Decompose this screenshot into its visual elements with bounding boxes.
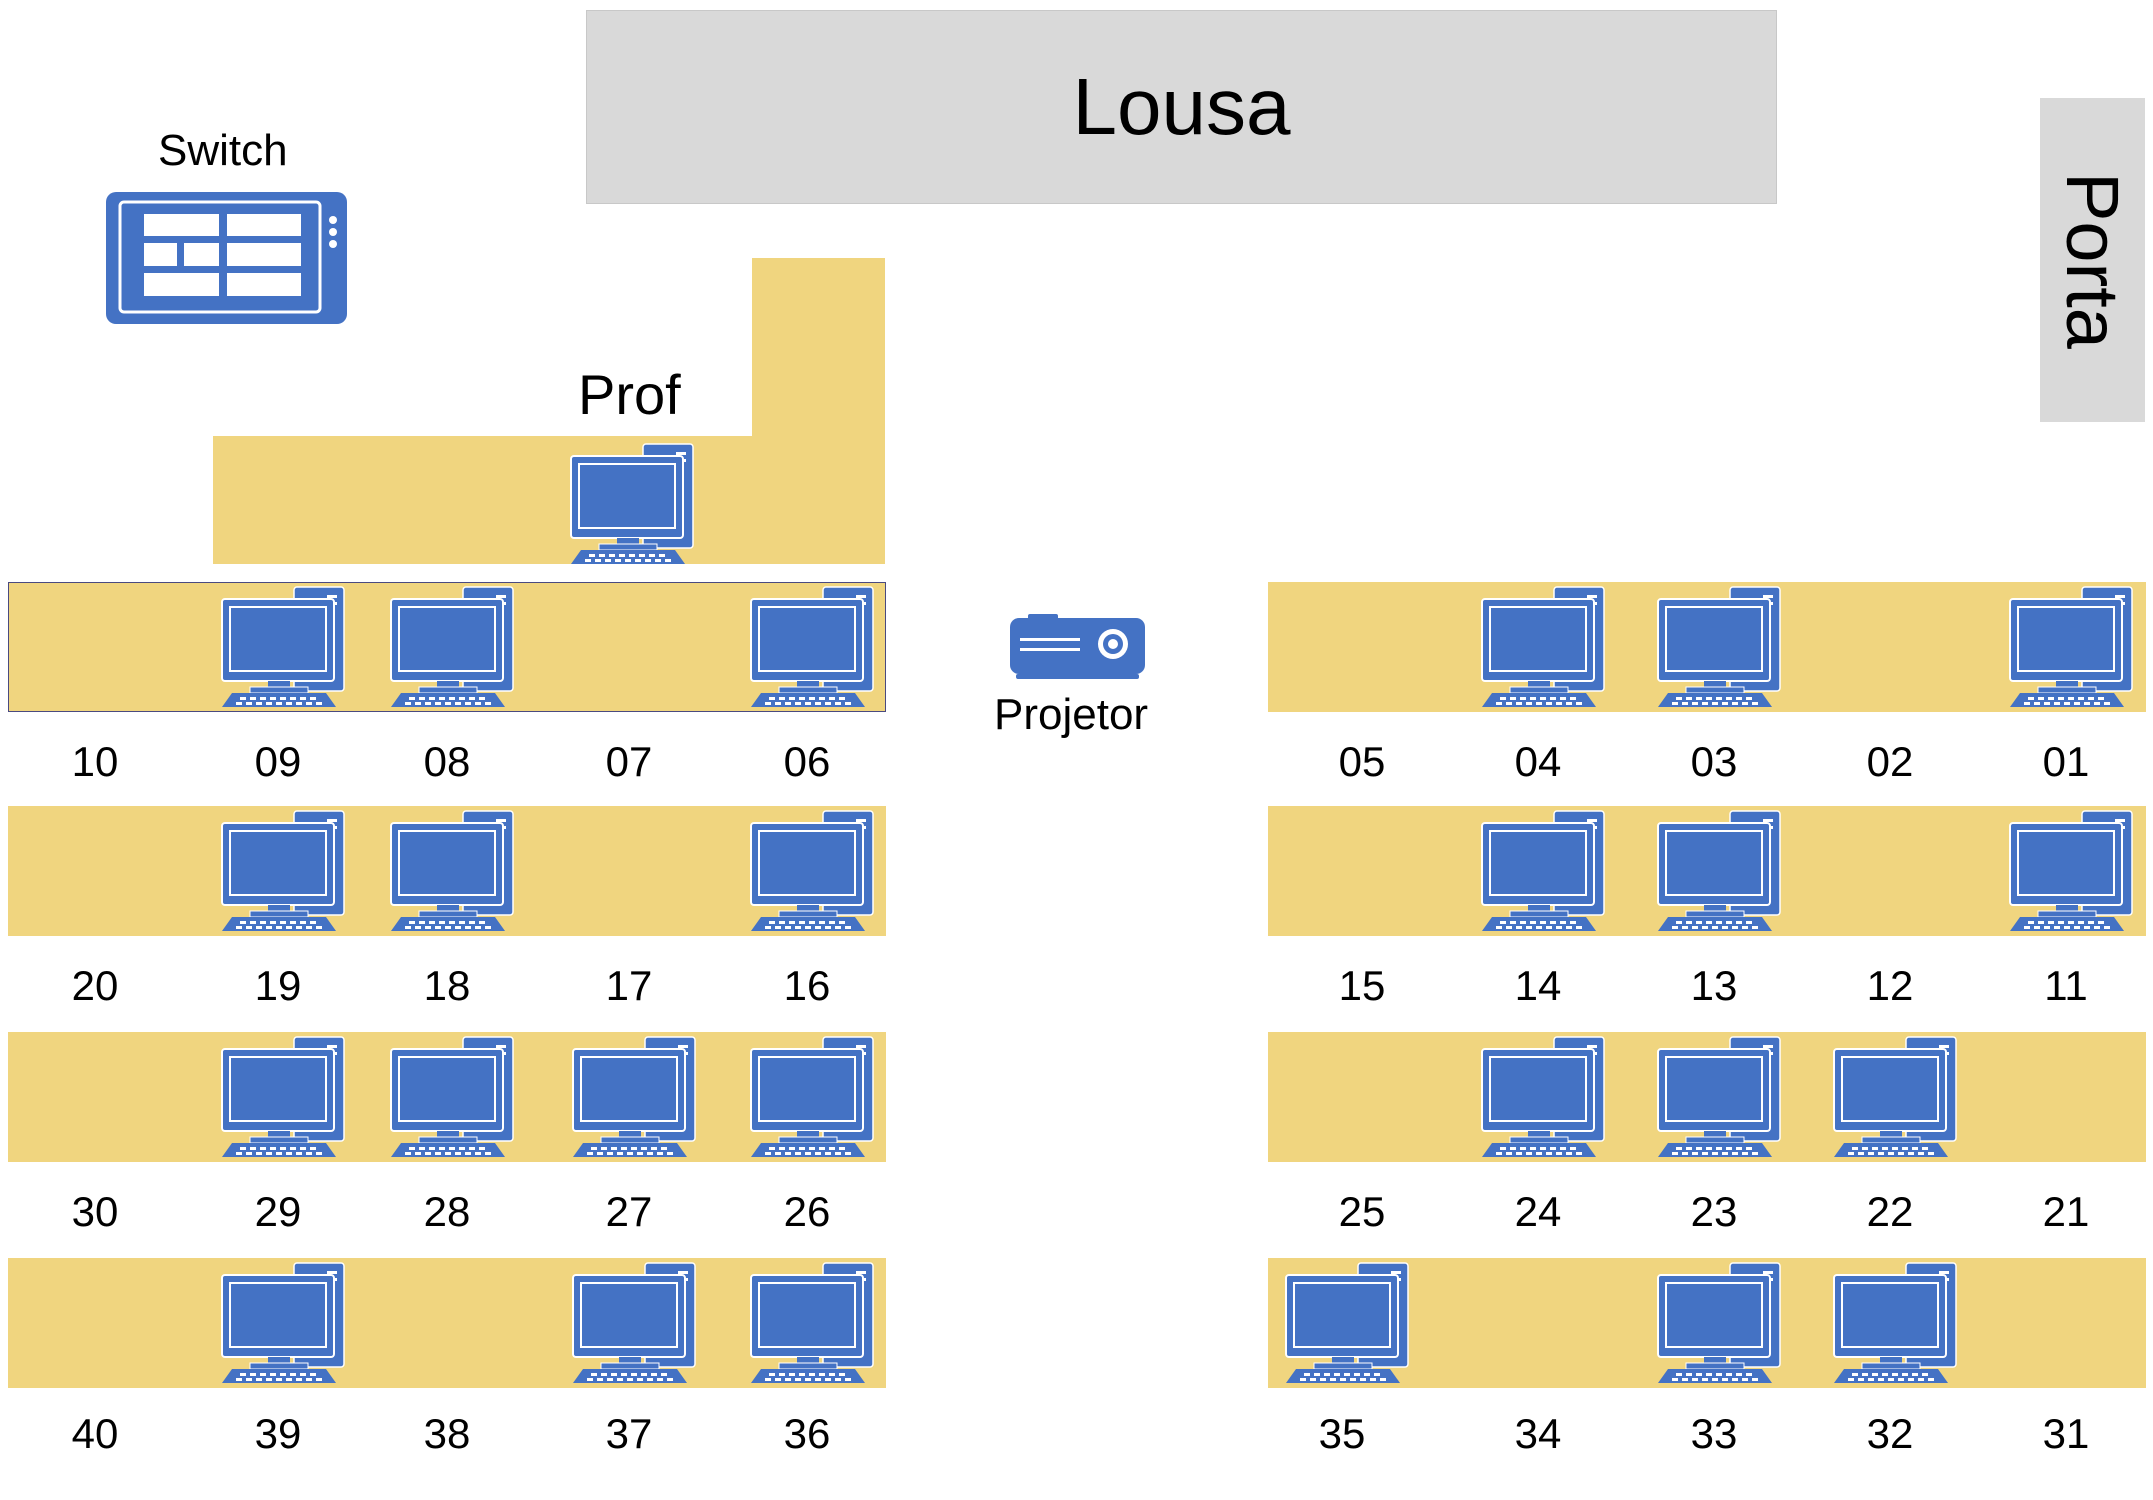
- computer-icon-06: [747, 585, 875, 709]
- teacher-label: Prof: [578, 363, 681, 426]
- door-label: Porta: [2051, 171, 2134, 349]
- computer-icon-14: [1478, 809, 1606, 933]
- computer-icon-19: [218, 809, 346, 933]
- seat-number-18: 18: [423, 962, 471, 1009]
- computer-icon-36: [747, 1261, 875, 1385]
- computer-icon-23: [1654, 1035, 1782, 1159]
- blackboard-label: Lousa: [1072, 62, 1291, 151]
- seat-number-40: 40: [71, 1410, 119, 1457]
- computer-icon-08: [387, 585, 515, 709]
- computer-icon-16: [747, 809, 875, 933]
- teacher-desk-side: [752, 258, 885, 438]
- seat-number-20: 20: [71, 962, 119, 1009]
- seat-number-09: 09: [254, 738, 302, 785]
- seat-number-04: 04: [1514, 738, 1562, 785]
- computer-icon-22: [1830, 1035, 1958, 1159]
- seat-number-13: 13: [1690, 962, 1738, 1009]
- seat-number-24: 24: [1514, 1188, 1562, 1235]
- projector-label: Projetor: [994, 690, 1149, 739]
- computer-icon-29: [218, 1035, 346, 1159]
- seat-number-15: 15: [1338, 962, 1386, 1009]
- seat-number-10: 10: [71, 738, 119, 785]
- seat-number-17: 17: [605, 962, 653, 1009]
- seat-number-08: 08: [423, 738, 471, 785]
- seat-number-30: 30: [71, 1188, 119, 1235]
- seat-number-03: 03: [1690, 738, 1738, 785]
- computer-icon-13: [1654, 809, 1782, 933]
- computer-icon-04: [1478, 585, 1606, 709]
- computer-icon-33: [1654, 1261, 1782, 1385]
- computer-icon-39: [218, 1261, 346, 1385]
- seat-number-19: 19: [254, 962, 302, 1009]
- computer-icon-01: [2006, 585, 2134, 709]
- seat-number-28: 28: [423, 1188, 471, 1235]
- computer-icon-27: [569, 1035, 697, 1159]
- computer-icon-18: [387, 809, 515, 933]
- seat-number-01: 01: [2042, 738, 2090, 785]
- teacher-computer-icon: [567, 442, 695, 566]
- computer-icon-32: [1830, 1261, 1958, 1385]
- seat-number-12: 12: [1866, 962, 1914, 1009]
- computer-icon-11: [2006, 809, 2134, 933]
- seat-number-27: 27: [605, 1188, 653, 1235]
- computer-icon-24: [1478, 1035, 1606, 1159]
- blackboard: Lousa: [586, 10, 1777, 204]
- switch-label: Switch: [158, 126, 288, 175]
- teacher-desk: [213, 436, 885, 564]
- computer-icon-03: [1654, 585, 1782, 709]
- computer-icon-35: [1282, 1261, 1410, 1385]
- seat-number-16: 16: [783, 962, 831, 1009]
- computer-icon-09: [218, 585, 346, 709]
- seat-number-06: 06: [783, 738, 831, 785]
- seat-number-33: 33: [1690, 1410, 1738, 1457]
- seat-number-25: 25: [1338, 1188, 1386, 1235]
- computer-icon-26: [747, 1035, 875, 1159]
- seat-number-05: 05: [1338, 738, 1386, 785]
- seat-number-02: 02: [1866, 738, 1914, 785]
- seat-number-39: 39: [254, 1410, 302, 1457]
- seat-number-31: 31: [2042, 1410, 2090, 1457]
- seat-number-38: 38: [423, 1410, 471, 1457]
- seat-number-14: 14: [1514, 962, 1562, 1009]
- seat-number-35: 35: [1318, 1410, 1366, 1457]
- network-switch-icon: [106, 192, 347, 324]
- seat-number-37: 37: [605, 1410, 653, 1457]
- projector-icon: [1010, 614, 1145, 679]
- seat-number-34: 34: [1514, 1410, 1562, 1457]
- seat-number-32: 32: [1866, 1410, 1914, 1457]
- computer-icon-37: [569, 1261, 697, 1385]
- seat-number-22: 22: [1866, 1188, 1914, 1235]
- seat-number-07: 07: [605, 738, 653, 785]
- seat-number-29: 29: [254, 1188, 302, 1235]
- door: Porta: [2040, 98, 2145, 422]
- seat-number-11: 11: [2044, 962, 2088, 1009]
- seat-number-36: 36: [783, 1410, 831, 1457]
- seat-number-23: 23: [1690, 1188, 1738, 1235]
- computer-icon-28: [387, 1035, 515, 1159]
- seat-number-21: 21: [2042, 1188, 2090, 1235]
- seat-number-26: 26: [783, 1188, 831, 1235]
- desk-row-left-4: [8, 1258, 886, 1388]
